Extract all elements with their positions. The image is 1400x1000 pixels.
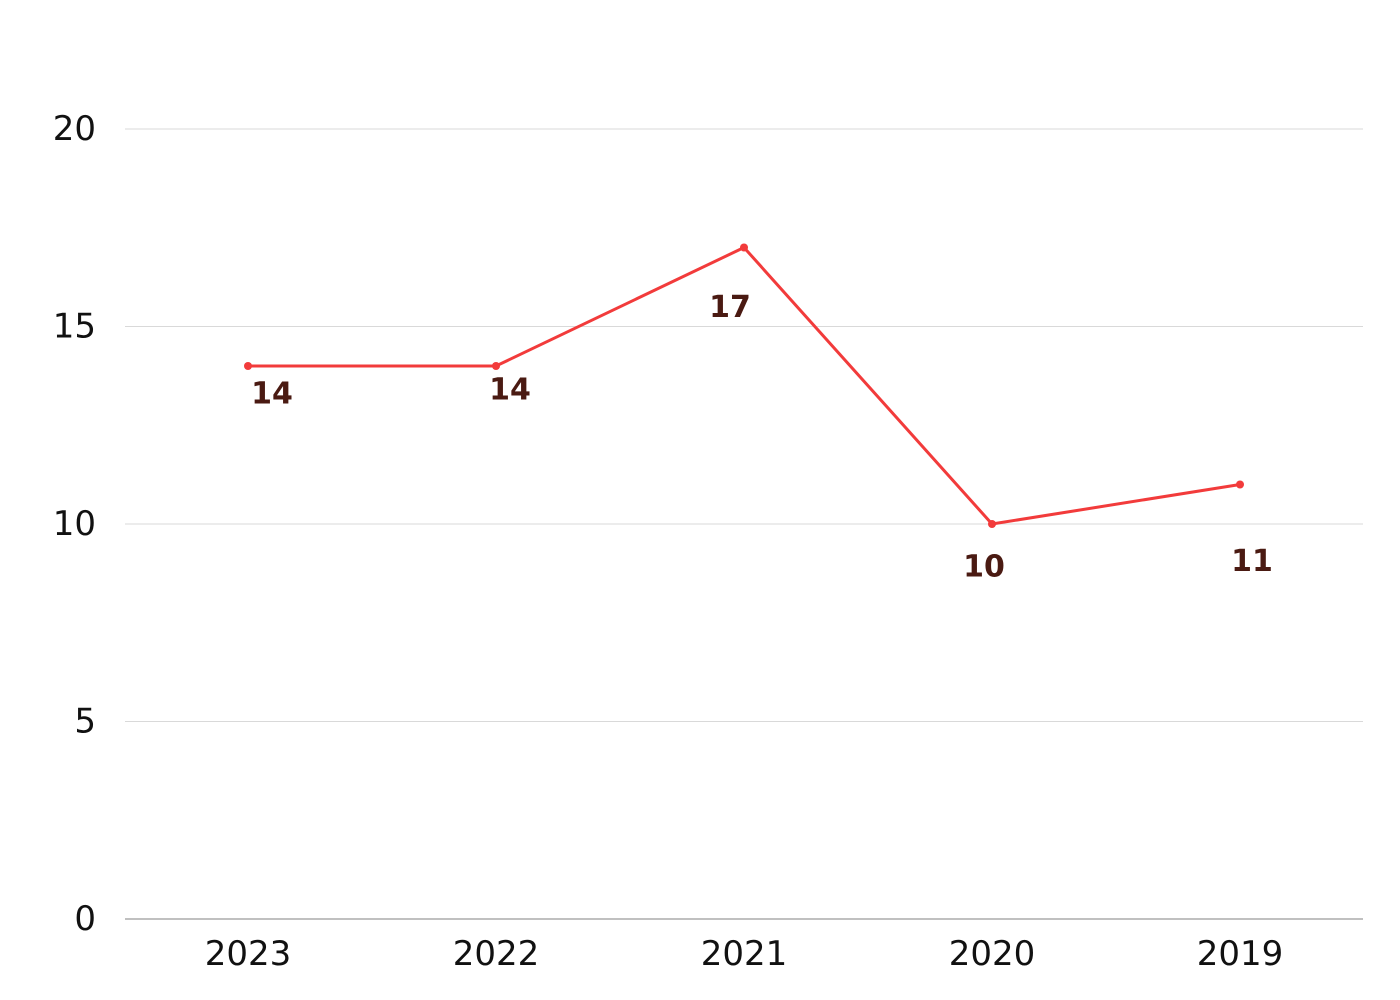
axis-layer: 0 5 10 15 20 2023 2022 2021 2020 2019 <box>53 109 1363 974</box>
data-point <box>244 362 252 370</box>
y-tick-label: 10 <box>53 504 96 544</box>
grid-layer <box>125 128 1363 722</box>
data-label: 10 <box>963 550 1005 585</box>
data-label: 11 <box>1231 544 1273 579</box>
y-tick-label: 20 <box>53 109 96 149</box>
series-line <box>248 245 1241 526</box>
data-point <box>988 520 996 528</box>
x-tick-label: 2022 <box>453 934 540 974</box>
data-point <box>1236 480 1244 489</box>
x-tick-label: 2023 <box>205 934 292 974</box>
y-tick-label: 5 <box>74 702 96 742</box>
data-label: 14 <box>489 373 531 408</box>
data-label-layer: 14 14 17 10 11 <box>251 290 1273 585</box>
series-layer <box>244 243 1244 528</box>
data-label: 17 <box>709 290 751 325</box>
x-tick-label: 2021 <box>701 934 788 974</box>
y-tick-label: 15 <box>53 307 96 347</box>
data-label: 14 <box>251 377 293 412</box>
x-tick-label: 2020 <box>949 934 1036 974</box>
y-tick-label: 0 <box>74 899 96 939</box>
x-tick-label: 2019 <box>1197 934 1284 974</box>
data-point <box>492 362 500 370</box>
data-point <box>740 243 748 252</box>
